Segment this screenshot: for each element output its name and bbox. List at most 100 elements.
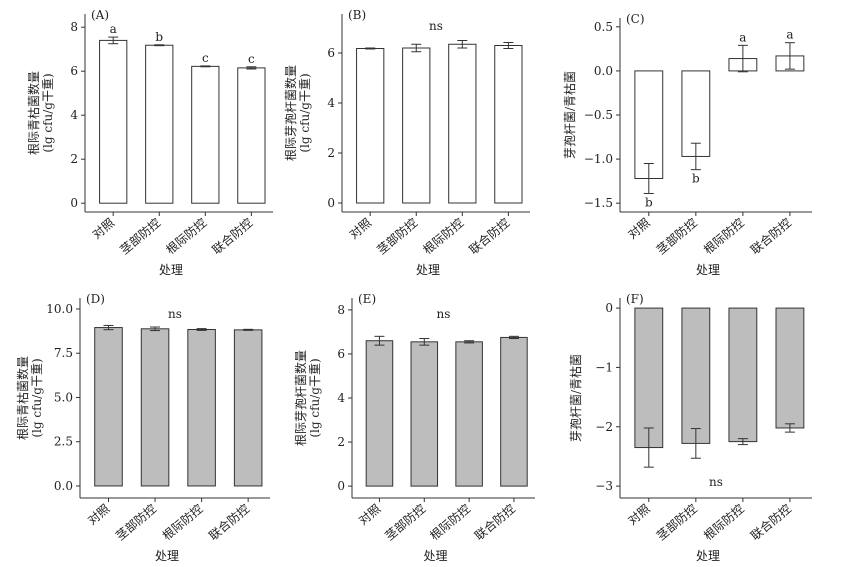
category-label: 联合防控	[466, 215, 512, 257]
category-label: 根际防控	[420, 215, 466, 257]
y-tick-label: 2	[70, 152, 78, 166]
y-tick-label: 10.0	[46, 302, 73, 316]
category-label: 茎部防控	[113, 501, 159, 543]
significance-letter: a	[786, 28, 793, 42]
bar	[191, 65, 220, 204]
y-tick-label: 4	[70, 108, 78, 122]
bar	[634, 70, 664, 179]
panel-label: (F)	[626, 292, 644, 306]
category-label: 联合防控	[747, 215, 793, 257]
category-label: 根际防控	[427, 501, 473, 543]
y-axis-label: 根际青枯菌数量	[15, 356, 30, 440]
x-axis-label: 处理	[696, 263, 720, 277]
y-axis-label: 根际芽孢杆菌数量	[293, 350, 308, 446]
bar	[728, 307, 758, 443]
y-tick-label: −0.5	[584, 108, 613, 122]
bar	[775, 307, 805, 429]
significance-annotation: ns	[709, 475, 723, 489]
panel-label: (E)	[358, 292, 376, 306]
y-tick-label: 0.5	[594, 20, 613, 34]
category-label: 茎部防控	[374, 215, 420, 257]
bar	[448, 43, 477, 204]
y-tick-label: 7.5	[54, 346, 73, 360]
y-tick-label: 6	[327, 46, 335, 60]
significance-letter: c	[248, 52, 255, 66]
bar	[140, 328, 170, 487]
bar	[237, 67, 266, 204]
panel-f: −3 −2 −1 0 对照 茎部防控 根际防控 联合防控 ns (F) 处理 芽孢杆菌/青枯菌	[568, 292, 812, 563]
bar	[145, 44, 174, 204]
panel-e: 0 2 4 6 8 对照 茎部防控 根际防控 联合防控 ns (E) 处理 根际芽孢杆菌数量 (lg cf…	[293, 292, 535, 563]
y-tick-label: 2	[327, 146, 335, 160]
category-label: 对照	[356, 502, 383, 528]
y-axis-label: (lg cfu/g干重)	[30, 358, 44, 437]
significance-letter: c	[202, 51, 209, 65]
y-tick-label: 2	[337, 435, 345, 449]
y-tick-label: 4	[327, 96, 335, 110]
x-axis-label: 处理	[423, 549, 447, 563]
bar	[233, 329, 263, 487]
x-axis-label: 处理	[155, 549, 179, 563]
y-tick-label: 6	[70, 64, 78, 78]
significance-letter: b	[692, 172, 700, 186]
significance-letter: a	[110, 22, 117, 36]
panel-d: 0.0 2.5 5.0 7.5 10.0 对照 茎部防控 根际防控 联合防控 ns (D) 处理 根际青…	[15, 292, 270, 563]
significance-annotation: ns	[168, 307, 182, 321]
y-tick-label: 0	[337, 479, 345, 493]
panel-label: (B)	[348, 8, 366, 22]
significance-letter: b	[645, 195, 653, 209]
y-tick-label: 5.0	[54, 390, 73, 404]
y-tick-label: −3	[595, 479, 613, 493]
y-tick-label: 0	[70, 196, 78, 210]
category-label: 根际防控	[159, 501, 205, 543]
panel-label: (C)	[626, 12, 645, 26]
y-tick-label: 8	[337, 303, 345, 317]
bar	[187, 329, 216, 487]
bar	[500, 336, 528, 487]
y-tick-label: −1	[595, 360, 613, 374]
bar	[634, 307, 664, 449]
y-tick-label: 8	[70, 20, 78, 34]
y-axis-label: (lg cfu/g干重)	[308, 358, 322, 437]
bar	[356, 48, 385, 204]
y-tick-label: 0.0	[594, 64, 613, 78]
panel-label: (A)	[91, 8, 109, 22]
y-axis-label: 根际芽孢杆菌数量	[283, 65, 298, 161]
y-axis-label: 根际青枯菌数量	[26, 71, 41, 155]
category-label: 联合防控	[471, 501, 517, 543]
y-tick-label: 2.5	[54, 435, 73, 449]
y-tick-label: −1.5	[584, 196, 613, 210]
y-tick-label: −1.0	[584, 152, 613, 166]
bar	[99, 39, 128, 204]
y-axis-label: 芽孢杆菌/青枯菌	[568, 354, 583, 442]
y-tick-label: 0	[327, 196, 335, 210]
bar	[402, 47, 431, 204]
y-axis-label: (lg cfu/g干重)	[41, 73, 55, 152]
panel-a: 0 2 4 6 8 a 对照 b 茎部防控 c 根际防控 c 联合防控 (A) 处理 根际青枯菌数量 (lg c…	[26, 8, 273, 277]
y-tick-label: 0	[605, 301, 613, 315]
bar	[94, 327, 123, 487]
panel-label: (D)	[86, 292, 105, 306]
bar	[410, 341, 439, 487]
category-label: 茎部防控	[653, 215, 699, 257]
x-axis-label: 处理	[696, 549, 720, 563]
category-label: 茎部防控	[117, 215, 163, 257]
y-tick-label: 0.0	[54, 479, 73, 493]
panel-b: 0 2 4 6 对照 茎部防控 根际防控 联合防控 ns (B) 处理 根际芽孢杆菌数量 (lg cfu…	[283, 8, 530, 277]
category-label: 根际防控	[700, 501, 746, 543]
bar	[455, 341, 483, 487]
y-axis-label: (lg cfu/g干重)	[298, 73, 312, 152]
x-axis-label: 处理	[416, 263, 440, 277]
y-tick-label: −2	[595, 420, 613, 434]
category-label: 联合防控	[747, 501, 793, 543]
category-label: 联合防控	[209, 215, 255, 257]
bar	[494, 45, 523, 204]
category-label: 联合防控	[206, 501, 252, 543]
category-label: 根际防控	[700, 215, 746, 257]
significance-letter: b	[155, 30, 163, 44]
y-tick-label: 6	[337, 347, 345, 361]
bar	[681, 307, 711, 444]
category-label: 对照	[625, 502, 652, 528]
category-label: 对照	[90, 216, 117, 242]
